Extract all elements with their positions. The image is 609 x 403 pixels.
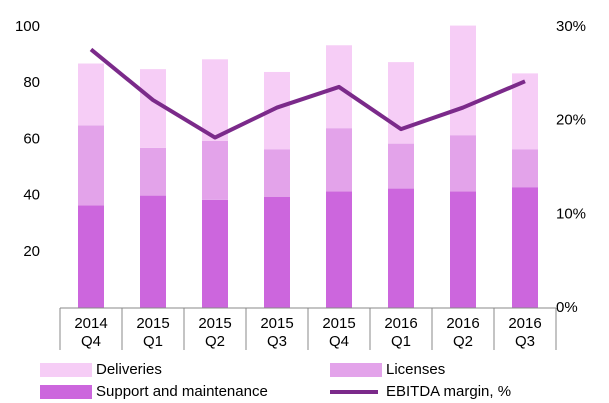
x-tick-label: 2015	[136, 315, 169, 332]
bar-segment	[388, 143, 414, 189]
legend-swatch	[40, 385, 92, 399]
x-tick-label: 2014	[74, 315, 107, 332]
bar-segment	[140, 69, 166, 148]
x-tick-label: 2015	[322, 315, 355, 332]
x-tick-label: 2015	[198, 315, 231, 332]
bar-segment	[78, 125, 104, 206]
bar-segment	[512, 149, 538, 188]
bar-segment	[388, 188, 414, 308]
bar-segment	[78, 205, 104, 308]
bar-segment	[512, 187, 538, 308]
y-tick-label: 80	[23, 74, 40, 91]
bar-segment	[326, 191, 352, 308]
y2-tick-label: 20%	[556, 112, 586, 129]
x-tick-label: Q3	[267, 333, 287, 350]
bar-segment	[202, 140, 228, 200]
legend-label: Licenses	[386, 361, 445, 378]
legend-label: Support and maintenance	[96, 383, 268, 400]
y-tick-label: 60	[23, 130, 40, 147]
bar-segment	[450, 191, 476, 308]
bar-segment	[202, 199, 228, 308]
x-tick-label: Q2	[205, 333, 225, 350]
x-tick-label: 2016	[446, 315, 479, 332]
x-tick-label: 2016	[508, 315, 541, 332]
legend-swatch	[40, 363, 92, 377]
y2-tick-label: 10%	[556, 205, 586, 222]
bar-segment	[264, 197, 290, 308]
bar-segment	[388, 62, 414, 144]
x-tick-label: Q4	[329, 333, 349, 350]
x-tick-label: Q3	[515, 333, 535, 350]
bar-segment	[78, 63, 104, 126]
y2-tick-label: 30%	[556, 18, 586, 35]
bar-segment	[450, 135, 476, 192]
bar-segment	[264, 149, 290, 198]
bar-segment	[326, 128, 352, 192]
legend-label: EBITDA margin, %	[386, 383, 511, 400]
y2-tick-label: 0%	[556, 299, 578, 316]
x-tick-label: Q4	[81, 333, 101, 350]
x-tick-label: Q1	[391, 333, 411, 350]
legend-swatch	[330, 363, 382, 377]
bar-segment	[450, 25, 476, 136]
x-tick-label: Q2	[453, 333, 473, 350]
bar-segment	[140, 147, 166, 196]
x-tick-label: 2015	[260, 315, 293, 332]
bar-segment	[140, 195, 166, 308]
y-tick-label: 100	[15, 18, 40, 35]
legend-label: Deliveries	[96, 361, 162, 378]
x-tick-label: 2016	[384, 315, 417, 332]
y-tick-label: 20	[23, 243, 40, 260]
line-series	[89, 47, 526, 140]
bar-segment	[202, 59, 228, 141]
y-tick-label: 40	[23, 187, 40, 204]
x-tick-label: Q1	[143, 333, 163, 350]
